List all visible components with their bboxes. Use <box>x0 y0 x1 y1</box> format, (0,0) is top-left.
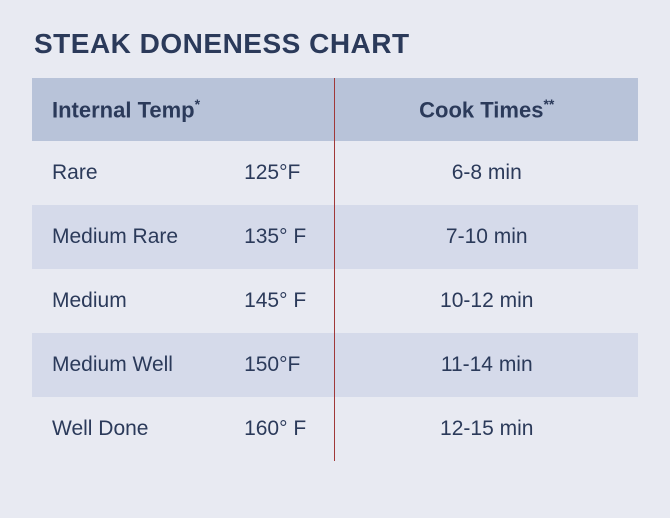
cell-time: 10-12 min <box>335 269 638 333</box>
cell-doneness: Medium Rare <box>32 205 244 269</box>
cell-temp: 135° F <box>244 205 335 269</box>
cell-temp: 145° F <box>244 269 335 333</box>
cell-doneness: Well Done <box>32 397 244 461</box>
header-temp-sup: * <box>195 96 200 112</box>
cell-temp: 125°F <box>244 141 335 205</box>
header-temp-label: Internal Temp <box>52 97 195 122</box>
table-row: Medium Well 150°F 11-14 min <box>32 333 638 397</box>
cell-doneness: Rare <box>32 141 244 205</box>
header-cook-times: Cook Times** <box>335 78 638 141</box>
header-time-label: Cook Times <box>419 97 543 122</box>
table-row: Medium 145° F 10-12 min <box>32 269 638 333</box>
cell-time: 11-14 min <box>335 333 638 397</box>
cell-temp: 150°F <box>244 333 335 397</box>
table-header-row: Internal Temp* Cook Times** <box>32 78 638 141</box>
cell-doneness: Medium <box>32 269 244 333</box>
cell-time: 6-8 min <box>335 141 638 205</box>
cell-time: 12-15 min <box>335 397 638 461</box>
cell-doneness: Medium Well <box>32 333 244 397</box>
cell-time: 7-10 min <box>335 205 638 269</box>
table-row: Medium Rare 135° F 7-10 min <box>32 205 638 269</box>
header-internal-temp: Internal Temp* <box>32 78 335 141</box>
table-row: Well Done 160° F 12-15 min <box>32 397 638 461</box>
doneness-table: Internal Temp* Cook Times** Rare 125°F 6… <box>32 78 638 461</box>
cell-temp: 160° F <box>244 397 335 461</box>
header-time-sup: ** <box>543 96 554 112</box>
table-row: Rare 125°F 6-8 min <box>32 141 638 205</box>
chart-title: STEAK DONENESS CHART <box>34 28 638 60</box>
